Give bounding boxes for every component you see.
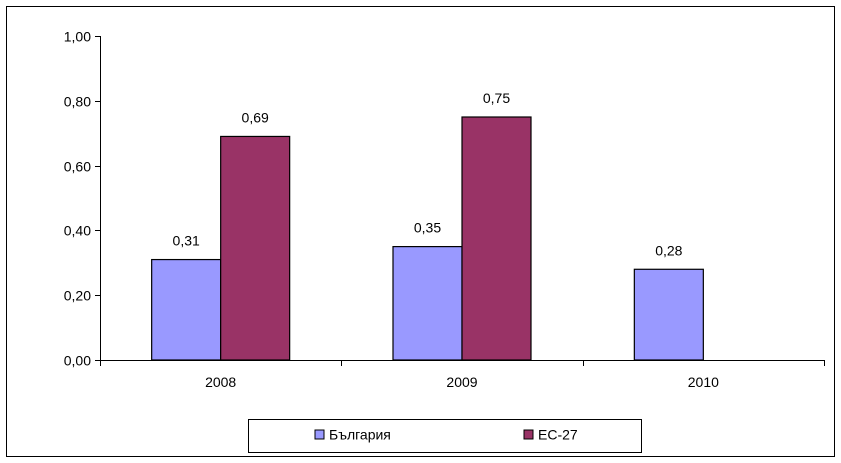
data-label: 0,35 bbox=[414, 220, 441, 236]
y-tick-label: 0,80 bbox=[64, 94, 91, 110]
data-label: 0,31 bbox=[173, 233, 200, 249]
bar-bulgaria-2008 bbox=[151, 258, 222, 361]
chart-border bbox=[6, 6, 835, 457]
y-tick-label: 0,60 bbox=[64, 159, 91, 175]
data-label: 0,28 bbox=[655, 242, 682, 258]
x-tick-label: 2009 bbox=[446, 374, 477, 390]
legend-label-eu27: ЕС-27 bbox=[538, 427, 578, 443]
data-labels: 0,31 0,69 0,35 0,75 0,28 bbox=[173, 90, 683, 258]
bars bbox=[151, 116, 704, 361]
data-label: 0,75 bbox=[483, 90, 510, 106]
bar-bulgaria-2010 bbox=[633, 268, 704, 361]
x-tick-label: 2010 bbox=[688, 374, 719, 390]
legend-label-bulgaria: България bbox=[329, 427, 391, 443]
y-tick-label: 0,40 bbox=[64, 223, 91, 239]
bar-eu27-2008 bbox=[220, 135, 291, 361]
legend-box bbox=[248, 419, 642, 453]
y-tick-label: 0,00 bbox=[64, 353, 91, 369]
bar-eu27-2009 bbox=[461, 116, 532, 361]
legend: България ЕС-27 bbox=[248, 419, 642, 453]
y-tick-label: 0,20 bbox=[64, 288, 91, 304]
data-label: 0,69 bbox=[242, 109, 269, 125]
bar-bulgaria-2009 bbox=[392, 246, 463, 361]
legend-swatch-bulgaria bbox=[314, 429, 325, 440]
y-tick-label: 1,00 bbox=[64, 29, 91, 45]
x-tick-label: 2008 bbox=[205, 374, 236, 390]
legend-swatch-eu27 bbox=[523, 429, 534, 440]
